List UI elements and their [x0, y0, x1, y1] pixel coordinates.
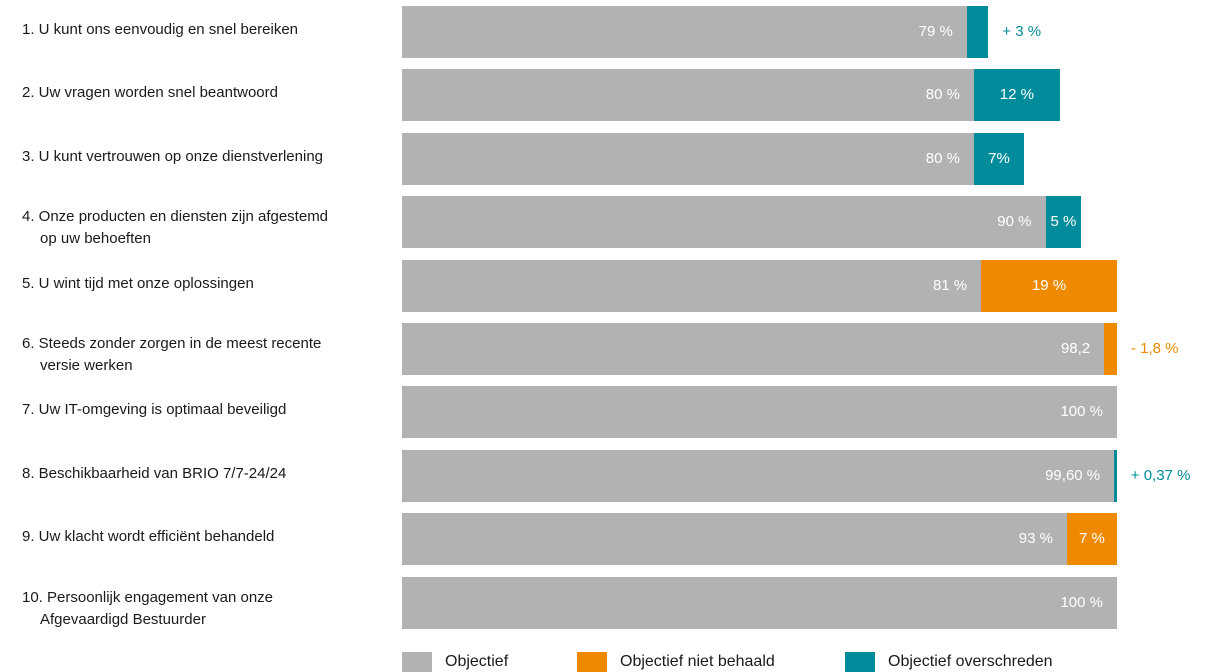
- bar-overschreden: [1114, 449, 1117, 502]
- category-label-line-2: op uw behoeften: [40, 230, 151, 248]
- category-label: 5. U wint tijd met onze oplossingen: [22, 273, 254, 295]
- data-label-objectief: 81 %: [932, 276, 968, 294]
- data-label-objectief: 93 %: [1018, 530, 1053, 548]
- bar-objectief: [402, 196, 1046, 249]
- delta-label-overschreden: + 0,37 %: [1130, 466, 1191, 484]
- data-label-objectief: 99,60 %: [1045, 466, 1101, 484]
- bar-niet-behaald: [981, 259, 1117, 312]
- bar-objectief: [402, 69, 974, 122]
- data-label-objectief: 100 %: [1060, 593, 1103, 611]
- bar-objectief: [402, 386, 1117, 439]
- legend-item-overschreden: Objectief overschreden: [845, 652, 1053, 672]
- bar-overschreden: [1045, 196, 1082, 249]
- category-label-line: 9. Uw klacht wordt efficiënt behandeld: [22, 528, 275, 546]
- category-label: 8. Beschikbaarheid van BRIO 7/7-24/24: [22, 463, 286, 485]
- data-label-overschreden: 12 %: [999, 86, 1034, 104]
- category-label: 9. Uw klacht wordt efficiënt behandeld: [22, 526, 274, 548]
- data-label-objectief: 98,2: [1060, 340, 1091, 357]
- delta-label-overschreden: + 3 %: [1002, 23, 1042, 40]
- legend-item-niet-behaald: Objectief niet behaald: [577, 652, 775, 672]
- bar-objectief: [402, 576, 1117, 629]
- category-label: 1. U kunt ons eenvoudig en snel bereiken: [22, 19, 298, 41]
- data-label-objectief: 90 %: [997, 213, 1032, 231]
- category-label-line: 2. Uw vragen worden snel beantwoord: [22, 84, 278, 102]
- data-label-objectief: 79 %: [918, 23, 953, 40]
- bar-overschreden: [974, 132, 1025, 185]
- category-label-line: 8. Beschikbaarheid van BRIO 7/7-24/24: [22, 464, 287, 482]
- data-label-overschreden: 7%: [988, 149, 1010, 167]
- category-label-line-2: versie werken: [40, 357, 133, 374]
- data-label-objectief: 80 %: [925, 149, 960, 167]
- category-label: 10. Persoonlijk engagement van onze Afgev…: [22, 587, 273, 631]
- category-label: 3. U kunt vertrouwen op onze dienstverle…: [22, 146, 323, 168]
- category-label: 6. Steeds zonder zorgen in de meest rece…: [22, 333, 321, 377]
- bar-overschreden: [966, 6, 989, 58]
- data-label-niet-behaald: 19 %: [1031, 276, 1067, 294]
- legend-swatch-niet-behaald: [577, 652, 607, 672]
- category-label-line: 1. U kunt ons eenvoudig en snel bereiken: [22, 21, 299, 38]
- category-label-line: 7. Uw IT-omgeving is optimaal beveiligd: [22, 401, 287, 419]
- bar-objectief: [402, 513, 1067, 566]
- delta-label-niet-behaald: - 1,8 %: [1131, 340, 1179, 357]
- bar-objectief: [402, 259, 982, 312]
- category-label-line: 3. U kunt vertrouwen op onze dienstverle…: [22, 147, 324, 165]
- legend-item-objectief: Objectief: [402, 652, 508, 672]
- category-label-line: 4. Onze producten en diensten zijn afges…: [22, 208, 329, 226]
- legend-swatch-objectief: [402, 652, 432, 672]
- bar-niet-behaald: [1104, 323, 1117, 375]
- category-label-line: 10. Persoonlijk engagement van onze: [22, 588, 274, 606]
- category-label-line: 5. U wint tijd met onze oplossingen: [22, 274, 254, 292]
- data-label-overschreden: 5 %: [1050, 213, 1077, 231]
- legend-label-overschreden: Objectief overschreden: [888, 653, 1053, 670]
- category-label: 7. Uw IT-omgeving is optimaal beveiligd: [22, 399, 286, 421]
- bar-objectief: [402, 449, 1115, 502]
- category-label-line-2: Afgevaardigd Bestuurder: [40, 610, 206, 628]
- legend-label-niet-behaald: Objectief niet behaald: [620, 653, 775, 670]
- bar-niet-behaald: [1066, 513, 1117, 566]
- bar-objectief: [402, 6, 967, 58]
- data-label-niet-behaald: 7 %: [1079, 530, 1105, 548]
- bar-overschreden: [974, 69, 1060, 122]
- category-label: 2. Uw vragen worden snel beantwoord: [22, 82, 278, 104]
- legend-swatch-overschreden: [845, 652, 875, 672]
- category-label: 4. Onze producten en diensten zijn afges…: [22, 206, 328, 250]
- bar-objectief: [402, 132, 974, 185]
- bar-objectief: [402, 323, 1105, 375]
- data-label-objectief: 100 %: [1060, 403, 1103, 421]
- legend-label-objectief: Objectief: [445, 653, 509, 670]
- data-label-objectief: 80 %: [925, 86, 960, 104]
- category-label-line: 6. Steeds zonder zorgen in de meest rece…: [22, 335, 322, 352]
